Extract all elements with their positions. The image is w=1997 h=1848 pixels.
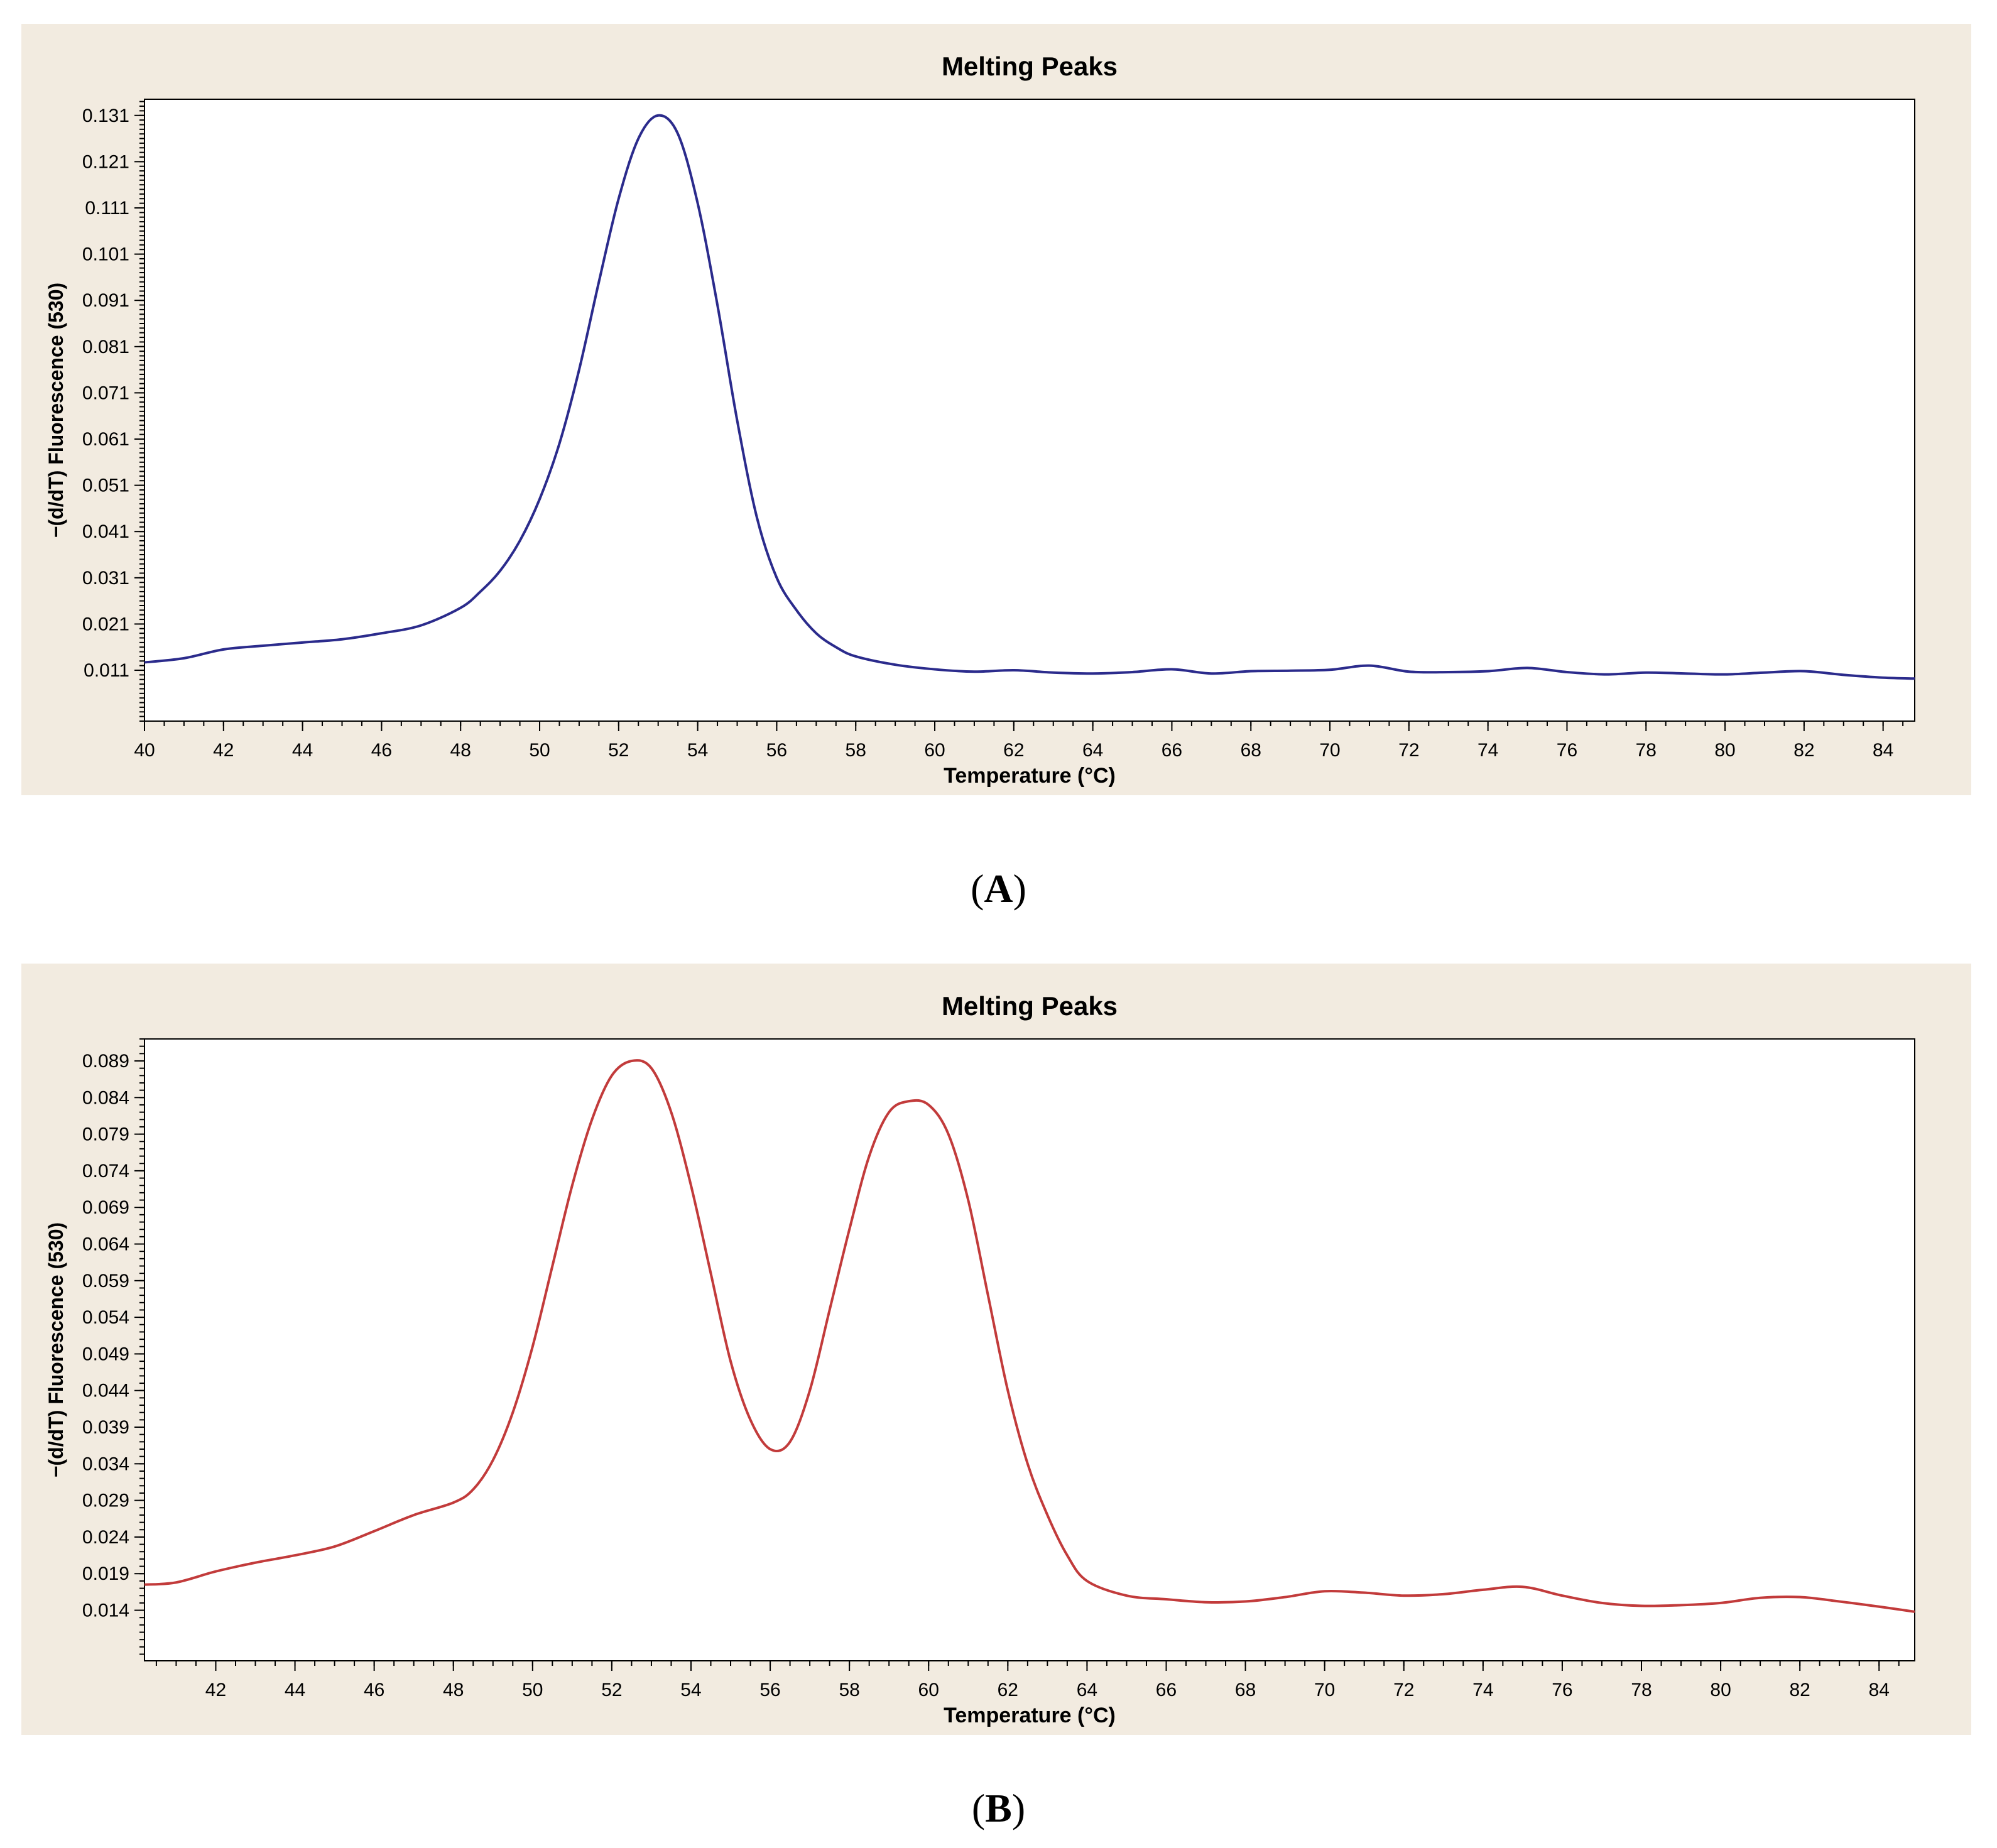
y-tick-label: 0.021 bbox=[82, 614, 129, 634]
x-tick-label: 74 bbox=[1472, 1680, 1493, 1700]
x-tick-label: 48 bbox=[443, 1680, 464, 1700]
chart-panel-a: Melting Peaks 40 42 44 46 48 50 52 54 56 58 60 62 64 6… bbox=[21, 24, 1971, 795]
x-tick-label: 50 bbox=[529, 740, 550, 761]
y-tick-label: 0.079 bbox=[82, 1124, 129, 1145]
x-tick-label: 52 bbox=[608, 740, 629, 761]
y-tick-label: 0.131 bbox=[82, 106, 129, 126]
melting-peaks-chart-a: Melting Peaks 40 42 44 46 48 50 52 54 56 58 60 62 64 6… bbox=[45, 52, 1915, 788]
x-tick-label: 84 bbox=[1869, 1680, 1890, 1700]
y-axis-label: −(d/dT) Fluorescence (530) bbox=[45, 283, 67, 538]
x-tick-label: 78 bbox=[1636, 740, 1657, 761]
x-tick-label: 54 bbox=[680, 1680, 701, 1700]
x-tick-label: 82 bbox=[1793, 740, 1814, 761]
y-tick-label: 0.011 bbox=[84, 660, 129, 681]
x-tick-label: 46 bbox=[371, 740, 392, 761]
x-tick-label: 58 bbox=[839, 1680, 859, 1700]
x-tick-label: 72 bbox=[1398, 740, 1419, 761]
x-tick-label: 68 bbox=[1241, 740, 1261, 761]
y-tick-label: 0.041 bbox=[82, 521, 129, 542]
y-tick-label: 0.059 bbox=[82, 1271, 129, 1291]
y-tick-label: 0.061 bbox=[82, 429, 129, 450]
x-tick-label: 70 bbox=[1319, 740, 1340, 761]
x-tick-label: 66 bbox=[1156, 1680, 1177, 1700]
x-tick-label: 50 bbox=[522, 1680, 543, 1700]
x-tick-label: 70 bbox=[1314, 1680, 1335, 1700]
x-axis-label: Temperature (°C) bbox=[944, 1704, 1116, 1727]
chart-panel-b: Melting Peaks 42 44 46 48 50 52 54 56 58 60 62 64 66 6… bbox=[21, 964, 1971, 1735]
x-tick-label: 78 bbox=[1631, 1680, 1651, 1700]
x-tick-label: 48 bbox=[450, 740, 471, 761]
y-tick-label: 0.024 bbox=[82, 1527, 129, 1548]
y-tick-label: 0.089 bbox=[82, 1051, 129, 1072]
x-tick-label: 76 bbox=[1552, 1680, 1572, 1700]
x-tick-label: 68 bbox=[1235, 1680, 1256, 1700]
x-tick-label: 60 bbox=[924, 740, 945, 761]
x-tick-label: 52 bbox=[601, 1680, 622, 1700]
x-tick-label: 40 bbox=[134, 740, 155, 761]
y-tick-label: 0.111 bbox=[85, 198, 129, 219]
y-tick-label: 0.121 bbox=[82, 151, 129, 172]
x-tick-label: 56 bbox=[759, 1680, 780, 1700]
x-tick-label: 80 bbox=[1714, 740, 1735, 761]
y-tick-label: 0.029 bbox=[82, 1491, 129, 1511]
x-tick-label: 58 bbox=[846, 740, 866, 761]
series-line-0 bbox=[144, 1059, 1915, 1613]
caption-b: (B) bbox=[971, 1786, 1026, 1830]
x-tick-label: 76 bbox=[1557, 740, 1577, 761]
y-tick-label: 0.039 bbox=[82, 1417, 129, 1438]
y-tick-label: 0.074 bbox=[82, 1161, 129, 1182]
x-tick-label: 82 bbox=[1789, 1680, 1810, 1700]
x-tick-label: 42 bbox=[205, 1680, 226, 1700]
x-tick-label: 44 bbox=[292, 740, 313, 761]
caption-a: (A) bbox=[971, 866, 1026, 911]
x-tick-label: 84 bbox=[1873, 740, 1893, 761]
y-tick-label: 0.014 bbox=[82, 1601, 129, 1621]
x-tick-label: 74 bbox=[1477, 740, 1498, 761]
y-tick-label: 0.091 bbox=[82, 290, 129, 311]
y-tick-label: 0.019 bbox=[82, 1563, 129, 1584]
y-tick-label: 0.051 bbox=[82, 476, 129, 496]
y-tick-label: 0.069 bbox=[82, 1197, 129, 1218]
x-tick-label: 42 bbox=[213, 740, 234, 761]
x-tick-label: 72 bbox=[1393, 1680, 1414, 1700]
y-tick-label: 0.101 bbox=[82, 244, 129, 265]
x-tick-label: 44 bbox=[285, 1680, 305, 1700]
y-axis-label: −(d/dT) Fluorescence (530) bbox=[45, 1222, 67, 1477]
y-tick-label: 0.084 bbox=[82, 1087, 129, 1108]
plot-area bbox=[144, 1038, 1915, 1661]
x-tick-label: 66 bbox=[1162, 740, 1182, 761]
x-tick-label: 60 bbox=[918, 1680, 939, 1700]
x-tick-label: 54 bbox=[687, 740, 708, 761]
y-tick-label: 0.031 bbox=[82, 568, 129, 589]
x-tick-label: 46 bbox=[364, 1680, 384, 1700]
y-tick-label: 0.054 bbox=[82, 1307, 129, 1328]
x-tick-label: 62 bbox=[1003, 740, 1024, 761]
series-line-0 bbox=[144, 114, 1915, 680]
y-tick-label: 0.081 bbox=[82, 337, 129, 357]
y-tick-label: 0.034 bbox=[82, 1454, 129, 1474]
melting-peaks-chart-b: Melting Peaks 42 44 46 48 50 52 54 56 58 60 62 64 66 6… bbox=[45, 991, 1915, 1727]
y-tick-label: 0.044 bbox=[82, 1381, 129, 1401]
x-tick-label: 80 bbox=[1710, 1680, 1731, 1700]
x-axis-label: Temperature (°C) bbox=[944, 764, 1116, 788]
y-tick-label: 0.071 bbox=[82, 383, 129, 403]
y-tick-label: 0.064 bbox=[82, 1234, 129, 1255]
chart-title: Melting Peaks bbox=[942, 991, 1118, 1021]
x-tick-label: 56 bbox=[766, 740, 787, 761]
x-tick-label: 64 bbox=[1077, 1680, 1097, 1700]
y-tick-label: 0.049 bbox=[82, 1344, 129, 1364]
x-tick-label: 64 bbox=[1082, 740, 1103, 761]
chart-title: Melting Peaks bbox=[942, 52, 1118, 81]
x-tick-label: 62 bbox=[998, 1680, 1018, 1700]
